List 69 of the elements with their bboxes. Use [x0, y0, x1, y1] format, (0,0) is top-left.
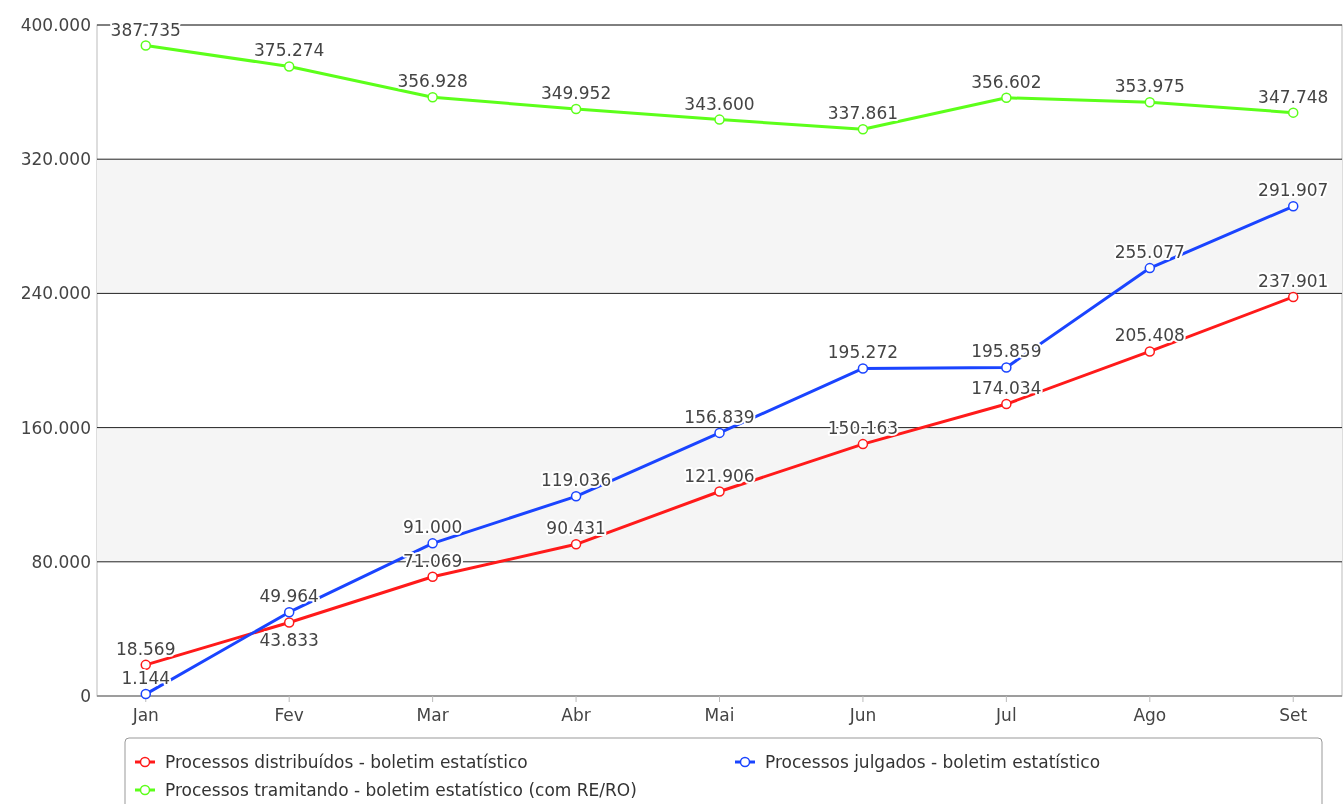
point: [1001, 92, 1012, 104]
legend-label: Processos julgados - boletim estatístico: [765, 752, 1101, 772]
x-tick-label: Mai: [704, 705, 735, 725]
data-label: 255.077: [1114, 242, 1185, 263]
data-label: 387.735: [110, 19, 181, 40]
legend-label: Processos distribuídos - boletim estatístico: [165, 752, 528, 772]
data-label: 91.000: [402, 517, 463, 538]
point: [1287, 291, 1299, 303]
point: [1287, 201, 1299, 212]
x-tick-label: Jul: [995, 705, 1017, 725]
data-label: 337.861: [827, 103, 899, 124]
point: [857, 123, 869, 135]
y-tick-label: 80.000: [31, 551, 91, 572]
point: [714, 114, 725, 125]
data-label: 156.839: [684, 406, 755, 427]
data-label: 43.833: [259, 630, 319, 651]
data-label: 121.906: [684, 465, 755, 486]
data-label: 90.431: [546, 518, 606, 539]
data-label: 353.975: [1114, 76, 1185, 97]
data-label: 195.272: [827, 342, 899, 363]
point: [140, 40, 152, 51]
point: [427, 538, 438, 549]
data-label: 119.036: [540, 470, 612, 491]
data-label: 1.144: [121, 668, 171, 689]
point: [283, 61, 295, 72]
x-tick-label: Ago: [1133, 705, 1167, 725]
y-tick-label: 320.000: [20, 149, 91, 170]
data-label: 174.034: [971, 378, 1042, 399]
y-tick-label: 400.000: [20, 15, 91, 35]
point: [427, 92, 438, 103]
point: [140, 659, 152, 671]
point: [1144, 346, 1156, 357]
point: [570, 491, 582, 502]
y-tick-label: 240.000: [20, 283, 91, 304]
point: [1287, 107, 1299, 118]
y-tick-label: 160.000: [20, 417, 91, 438]
x-tick-label: Set: [1279, 705, 1308, 725]
point: [1001, 362, 1012, 373]
data-label: 291.907: [1258, 180, 1329, 201]
data-label: 18.569: [116, 638, 176, 659]
point: [1001, 398, 1012, 410]
point: [1144, 262, 1156, 274]
y-tick-label: 0: [80, 686, 91, 706]
x-tick-label: Jun: [848, 705, 877, 725]
data-label: 356.928: [397, 71, 468, 92]
x-tick-label: Jan: [131, 705, 159, 725]
point: [283, 606, 295, 618]
x-tick-label: Mar: [416, 705, 449, 725]
data-label: 349.952: [540, 82, 612, 103]
point: [1144, 96, 1156, 108]
point: [714, 427, 725, 439]
data-label: 237.901: [1258, 270, 1329, 291]
data-label: 356.602: [971, 71, 1042, 92]
point: [427, 571, 438, 583]
data-label: 49.964: [259, 586, 319, 607]
point: [283, 617, 295, 628]
point: [857, 438, 869, 450]
data-label: 347.748: [1258, 86, 1329, 107]
point: [570, 539, 582, 550]
point: [140, 688, 152, 700]
x-tick-label: Fev: [274, 705, 304, 725]
point: [857, 363, 869, 374]
point: [714, 486, 725, 497]
data-label: 205.408: [1114, 325, 1185, 346]
legend-label: Processos tramitando - boletim estatístico (com RE/RO): [165, 780, 637, 800]
point: [570, 103, 582, 115]
data-label: 343.600: [684, 93, 755, 114]
x-tick-label: Abr: [561, 705, 591, 725]
data-label: 375.274: [254, 40, 325, 61]
